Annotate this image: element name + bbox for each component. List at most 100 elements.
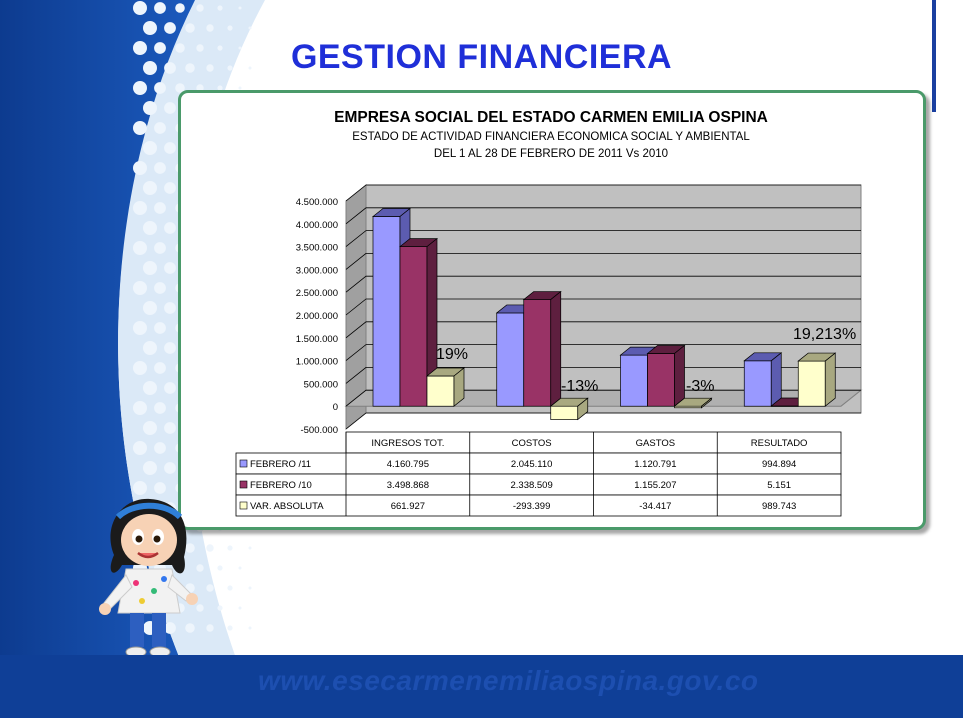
bg-dot: [133, 201, 147, 215]
bg-dot: [133, 81, 147, 95]
bg-dot: [206, 544, 214, 552]
data-table: INGRESOS TOT. COSTOS GASTOS RESULTADO FEBRER…: [235, 431, 842, 517]
bg-dot: [248, 626, 252, 630]
bg-dot: [217, 45, 223, 51]
gridline: [345, 184, 861, 202]
bg-dot: [154, 122, 166, 134]
gridline: [345, 207, 861, 225]
bg-dot: [154, 322, 166, 334]
y-tick-label: 4.500.000: [296, 197, 338, 208]
bg-dot: [143, 461, 157, 475]
bg-dot: [143, 61, 157, 75]
table-cell-value: 5.151: [767, 480, 791, 491]
bg-dot: [133, 321, 147, 335]
bg-dot: [217, 605, 223, 611]
legend-swatch: [239, 480, 248, 489]
footer-url-link[interactable]: www.esecarmenemiliaospina.gov.co: [258, 665, 759, 696]
bg-dot: [227, 545, 233, 551]
bar-gastos-1: [646, 344, 686, 407]
chart-title: EMPRESA SOCIAL DEL ESTADO CARMEN EMILIA …: [334, 109, 768, 126]
bg-dot: [164, 62, 176, 74]
table-cell-value: 2.338.509: [510, 480, 552, 491]
y-tick-label: 0: [333, 402, 338, 413]
bar-resultado-2: [797, 352, 837, 407]
bg-dot: [143, 301, 157, 315]
bg-dot: [185, 543, 195, 553]
bg-dot: [154, 482, 166, 494]
bg-dot: [143, 101, 157, 115]
bg-dot: [154, 162, 166, 174]
bg-dot: [133, 1, 147, 15]
gridline: [345, 321, 861, 339]
bg-dot: [164, 182, 176, 194]
gridline: [345, 230, 861, 247]
bg-dot: [238, 606, 242, 610]
bg-dot: [175, 3, 185, 13]
annotation-label: 19,213%: [793, 326, 856, 343]
bg-dot: [154, 282, 166, 294]
y-tick-label: 2.000.000: [296, 311, 338, 322]
gridline: [345, 275, 861, 293]
bg-dot: [227, 625, 233, 631]
y-tick-label: 2.500.000: [296, 288, 338, 299]
bg-dot: [154, 202, 166, 214]
table-cell-value: 4.160.795: [387, 459, 429, 470]
bg-dot: [227, 585, 233, 591]
footer-bar: [0, 655, 963, 718]
bar-gastos-2: [673, 397, 713, 409]
bg-dot: [217, 85, 223, 91]
gridline: [345, 344, 861, 361]
legend-label: FEBRERO /11: [250, 459, 311, 470]
y-tick-label: 500.000: [304, 379, 338, 390]
bg-dot: [164, 22, 176, 34]
bg-dot: [196, 4, 204, 12]
bg-dot: [196, 44, 204, 52]
gridlines: [345, 184, 861, 430]
bg-dot: [133, 161, 147, 175]
bg-dot: [217, 5, 223, 11]
bg-dot: [164, 382, 176, 394]
bg-dot: [133, 401, 147, 415]
bg-dot: [154, 82, 166, 94]
bg-dot: [164, 462, 176, 474]
bg-dot: [248, 586, 252, 590]
bg-dot: [133, 281, 147, 295]
category-label: INGRESOS TOT.: [371, 438, 444, 449]
annotations: 19% -13% -3% 19,213%: [436, 326, 856, 395]
legend-swatch: [239, 459, 248, 468]
bg-dot: [164, 342, 176, 354]
bg-dot: [133, 441, 147, 455]
bar-costos-1: [522, 290, 562, 407]
bg-dot: [206, 624, 214, 632]
gridline: [345, 252, 861, 270]
bg-dot: [133, 41, 147, 55]
bg-dot: [206, 584, 214, 592]
legend-label: FEBRERO /10: [250, 480, 312, 491]
bar-costos-2: [549, 397, 589, 421]
table-cell-value: 661.927: [391, 501, 425, 512]
bg-dot: [133, 121, 147, 135]
bg-dot: [248, 546, 252, 550]
bg-dot: [185, 623, 195, 633]
bg-dot: [248, 26, 252, 30]
bg-dot: [196, 84, 204, 92]
legend-swatch: [239, 501, 248, 510]
bg-dot: [133, 361, 147, 375]
bg-dot: [154, 42, 166, 54]
bar-ingresos-tot--2: [426, 367, 465, 407]
bg-dot: [217, 565, 223, 571]
bg-dot: [196, 564, 204, 572]
top-right-rule: [932, 0, 936, 112]
bg-dot: [185, 63, 195, 73]
bg-dot: [154, 402, 166, 414]
bg-dot: [143, 221, 157, 235]
bg-dot: [143, 421, 157, 435]
chart-subtitle-line2: DEL 1 AL 28 DE FEBRERO DE 2011 Vs 2010: [434, 148, 668, 160]
bg-dot: [227, 25, 233, 31]
table-cell-value: -293.399: [513, 501, 551, 512]
category-label: COSTOS: [512, 438, 552, 449]
bars: [372, 207, 837, 421]
annotation-label: -13%: [561, 378, 598, 395]
bg-dot: [238, 566, 242, 570]
bg-dot: [164, 302, 176, 314]
